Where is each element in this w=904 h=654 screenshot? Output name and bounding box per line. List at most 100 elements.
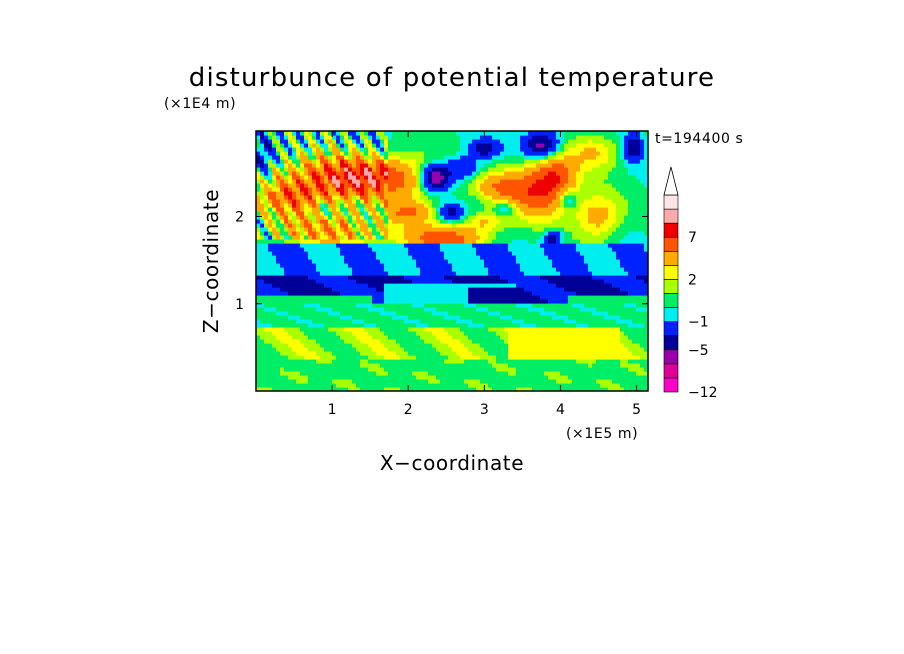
heatmap-cell xyxy=(520,227,525,232)
heatmap-cell xyxy=(384,247,389,252)
heatmap-cell xyxy=(484,151,489,156)
heatmap-cell xyxy=(284,287,289,292)
heatmap-cell xyxy=(476,163,481,168)
heatmap-cell xyxy=(372,331,377,336)
heatmap-cell xyxy=(388,327,393,332)
heatmap-cell xyxy=(352,251,357,256)
heatmap-cell xyxy=(512,267,517,272)
heatmap-cell xyxy=(328,307,333,312)
heatmap-cell xyxy=(376,343,381,348)
heatmap-cell xyxy=(512,179,517,184)
heatmap-cell xyxy=(516,179,521,184)
heatmap-cell xyxy=(508,167,513,172)
heatmap-cell xyxy=(408,347,413,352)
heatmap-cell xyxy=(340,267,345,272)
heatmap-cell xyxy=(352,303,357,308)
heatmap-cell xyxy=(392,211,397,216)
heatmap-cell xyxy=(392,175,397,180)
heatmap-cell xyxy=(400,387,405,391)
heatmap-cell xyxy=(308,143,313,148)
heatmap-cell xyxy=(468,331,473,336)
heatmap-cell xyxy=(516,159,521,164)
heatmap-cell xyxy=(540,291,545,296)
heatmap-cell xyxy=(400,359,405,364)
heatmap-cell xyxy=(276,235,281,240)
heatmap-cell xyxy=(272,267,277,272)
heatmap-cell xyxy=(332,307,337,312)
heatmap-cell xyxy=(416,303,421,308)
heatmap-cell xyxy=(292,199,297,204)
heatmap-cell xyxy=(432,359,437,364)
heatmap-cell xyxy=(528,303,533,308)
heatmap-cell xyxy=(560,375,565,380)
heatmap-cell xyxy=(364,207,369,212)
heatmap-cell xyxy=(272,327,277,332)
heatmap-cell xyxy=(260,151,265,156)
heatmap-cell xyxy=(416,139,421,144)
heatmap-cell xyxy=(372,255,377,260)
heatmap-cell xyxy=(472,327,477,332)
heatmap-cell xyxy=(548,163,553,168)
heatmap-cell xyxy=(468,135,473,140)
heatmap-cell xyxy=(292,311,297,316)
heatmap-cell xyxy=(280,239,285,244)
heatmap-cell xyxy=(388,171,393,176)
heatmap-cell xyxy=(280,367,285,372)
heatmap-cell xyxy=(280,259,285,264)
heatmap-cell xyxy=(516,383,521,388)
heatmap-cell xyxy=(532,319,537,324)
heatmap-cell xyxy=(312,255,317,260)
heatmap-cell xyxy=(360,339,365,344)
heatmap-cell xyxy=(292,315,297,320)
heatmap-cell xyxy=(276,151,281,156)
heatmap-cell xyxy=(500,307,505,312)
heatmap-cell xyxy=(488,135,493,140)
heatmap-cell xyxy=(332,239,337,244)
heatmap-cell xyxy=(432,339,437,344)
heatmap-cell xyxy=(484,307,489,312)
heatmap-cell xyxy=(272,287,277,292)
heatmap-cell xyxy=(412,295,417,300)
heatmap-cell xyxy=(260,159,265,164)
heatmap-cell xyxy=(556,187,561,192)
heatmap-cell xyxy=(508,351,513,356)
heatmap-cell xyxy=(464,239,469,244)
heatmap-cell xyxy=(536,387,541,391)
heatmap-cell xyxy=(488,339,493,344)
heatmap-cell xyxy=(436,303,441,308)
heatmap-cell xyxy=(316,291,321,296)
heatmap-cell xyxy=(360,323,365,328)
heatmap-cell xyxy=(476,215,481,220)
heatmap-cell xyxy=(484,331,489,336)
heatmap-cell xyxy=(536,311,541,316)
heatmap-cell xyxy=(456,255,461,260)
heatmap-cell xyxy=(444,279,449,284)
heatmap-cell xyxy=(312,279,317,284)
heatmap-cell xyxy=(520,283,525,288)
heatmap-cell xyxy=(288,131,293,136)
heatmap-cell xyxy=(496,263,501,268)
heatmap-cell xyxy=(556,331,561,336)
heatmap-cell xyxy=(408,219,413,224)
heatmap-cell xyxy=(404,387,409,391)
heatmap-cell xyxy=(276,311,281,316)
heatmap-cell xyxy=(476,207,481,212)
heatmap-cell xyxy=(284,255,289,260)
heatmap-cell xyxy=(416,379,421,384)
heatmap-cell xyxy=(352,295,357,300)
heatmap-cell xyxy=(320,311,325,316)
heatmap-cell xyxy=(416,327,421,332)
heatmap-cell xyxy=(480,327,485,332)
heatmap-cell xyxy=(384,387,389,391)
heatmap-cell xyxy=(328,247,333,252)
heatmap-cell xyxy=(344,319,349,324)
heatmap-cell xyxy=(488,235,493,240)
heatmap-cell xyxy=(404,223,409,228)
heatmap-cell xyxy=(424,279,429,284)
heatmap-cell xyxy=(272,151,277,156)
heatmap-cell xyxy=(540,379,545,384)
heatmap-cell xyxy=(448,387,453,391)
heatmap-cell xyxy=(420,183,425,188)
heatmap-cell xyxy=(520,355,525,360)
heatmap-cell xyxy=(320,267,325,272)
